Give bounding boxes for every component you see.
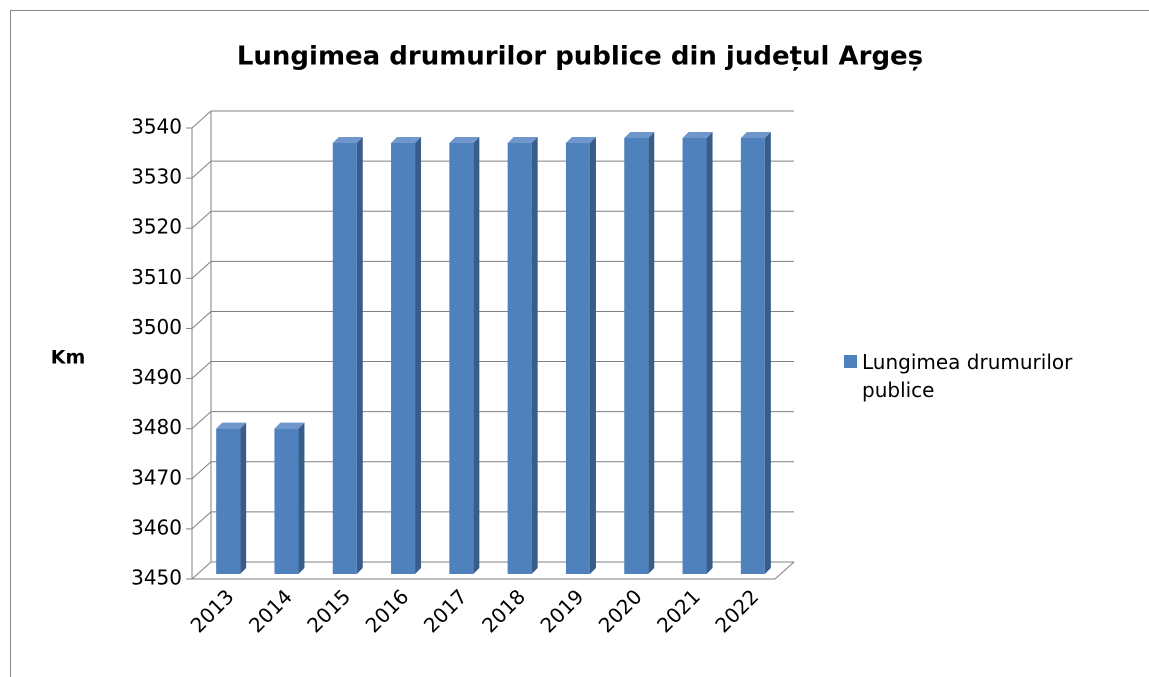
- grid-line: [191, 461, 212, 480]
- bar: [624, 132, 655, 575]
- bar-face: [565, 143, 590, 575]
- x-tick-label: 2015: [302, 584, 355, 637]
- x-tick-label: 2019: [535, 584, 588, 637]
- bar-face: [274, 428, 299, 574]
- grid-line: [191, 511, 212, 530]
- bar-face: [274, 422, 305, 429]
- bar-face: [682, 138, 707, 575]
- bar-face: [565, 137, 596, 144]
- bar-face: [391, 137, 422, 144]
- grid-line: [191, 361, 212, 379]
- bar: [449, 137, 480, 575]
- grid-line: [191, 110, 212, 129]
- x-tick-label: 2016: [361, 584, 414, 637]
- y-tick-label: 3490: [131, 365, 182, 389]
- bar-face: [216, 428, 241, 574]
- bar-face: [391, 143, 416, 575]
- bar-face: [332, 137, 363, 144]
- bar: [216, 422, 247, 574]
- x-tick-label: 2020: [594, 584, 647, 637]
- bar-face: [764, 132, 771, 575]
- y-tick-label: 3520: [131, 215, 182, 239]
- bar: [682, 132, 713, 575]
- bar-face: [682, 132, 713, 139]
- y-tick-label: 3530: [131, 165, 182, 189]
- bar-face: [507, 137, 538, 144]
- y-axis-label: Km: [51, 347, 86, 369]
- y-tick-label: 3450: [131, 566, 182, 590]
- bar-face: [589, 137, 596, 575]
- bar-face: [216, 422, 247, 429]
- grid-line: [191, 311, 212, 329]
- bar-face: [740, 138, 765, 575]
- bar: [740, 132, 771, 575]
- x-tick-label: 2014: [244, 584, 297, 637]
- y-tick-label: 3480: [131, 415, 182, 439]
- bar-face: [531, 137, 538, 575]
- bar: [332, 137, 363, 575]
- chart-title: Lungimea drumurilor publice din județul …: [237, 42, 923, 72]
- bar: [274, 422, 305, 574]
- bar-face: [473, 137, 480, 575]
- grid-line: [191, 411, 212, 430]
- y-tick-label: 3540: [131, 115, 182, 139]
- y-tick-label: 3460: [131, 515, 182, 539]
- grid-line: [191, 561, 212, 580]
- y-tick-label: 3470: [131, 465, 182, 489]
- bar-face: [449, 143, 474, 575]
- bar: [507, 137, 538, 575]
- bar-face: [624, 132, 655, 139]
- x-tick-label: 2022: [710, 584, 763, 637]
- y-tick-label: 3510: [131, 265, 182, 289]
- bar-face: [240, 422, 247, 574]
- x-tick-label: 2018: [477, 584, 530, 637]
- x-tick-label: 2017: [419, 584, 472, 637]
- bar: [565, 137, 596, 575]
- bar-face: [332, 143, 357, 575]
- chart-frame: [10, 10, 1149, 677]
- bar-face: [449, 137, 480, 144]
- bar-face: [706, 132, 713, 575]
- legend-swatch: [844, 355, 857, 368]
- bar-face: [415, 137, 422, 575]
- bar-face: [624, 138, 649, 575]
- bar: [391, 137, 422, 575]
- floor-edge: [774, 561, 795, 580]
- grid-line: [191, 260, 212, 279]
- bar-face: [356, 137, 363, 575]
- bar-face: [740, 132, 771, 139]
- x-tick-label: 2013: [186, 584, 239, 637]
- y-tick-label: 3500: [131, 315, 182, 339]
- legend-label: Lungimea drumurilor publice: [862, 350, 1073, 402]
- bar-face: [298, 422, 305, 574]
- bar-face: [507, 143, 532, 575]
- x-tick-label: 2021: [652, 584, 705, 637]
- bar-face: [648, 132, 655, 575]
- grid-line: [191, 160, 212, 179]
- grid-line: [191, 210, 212, 229]
